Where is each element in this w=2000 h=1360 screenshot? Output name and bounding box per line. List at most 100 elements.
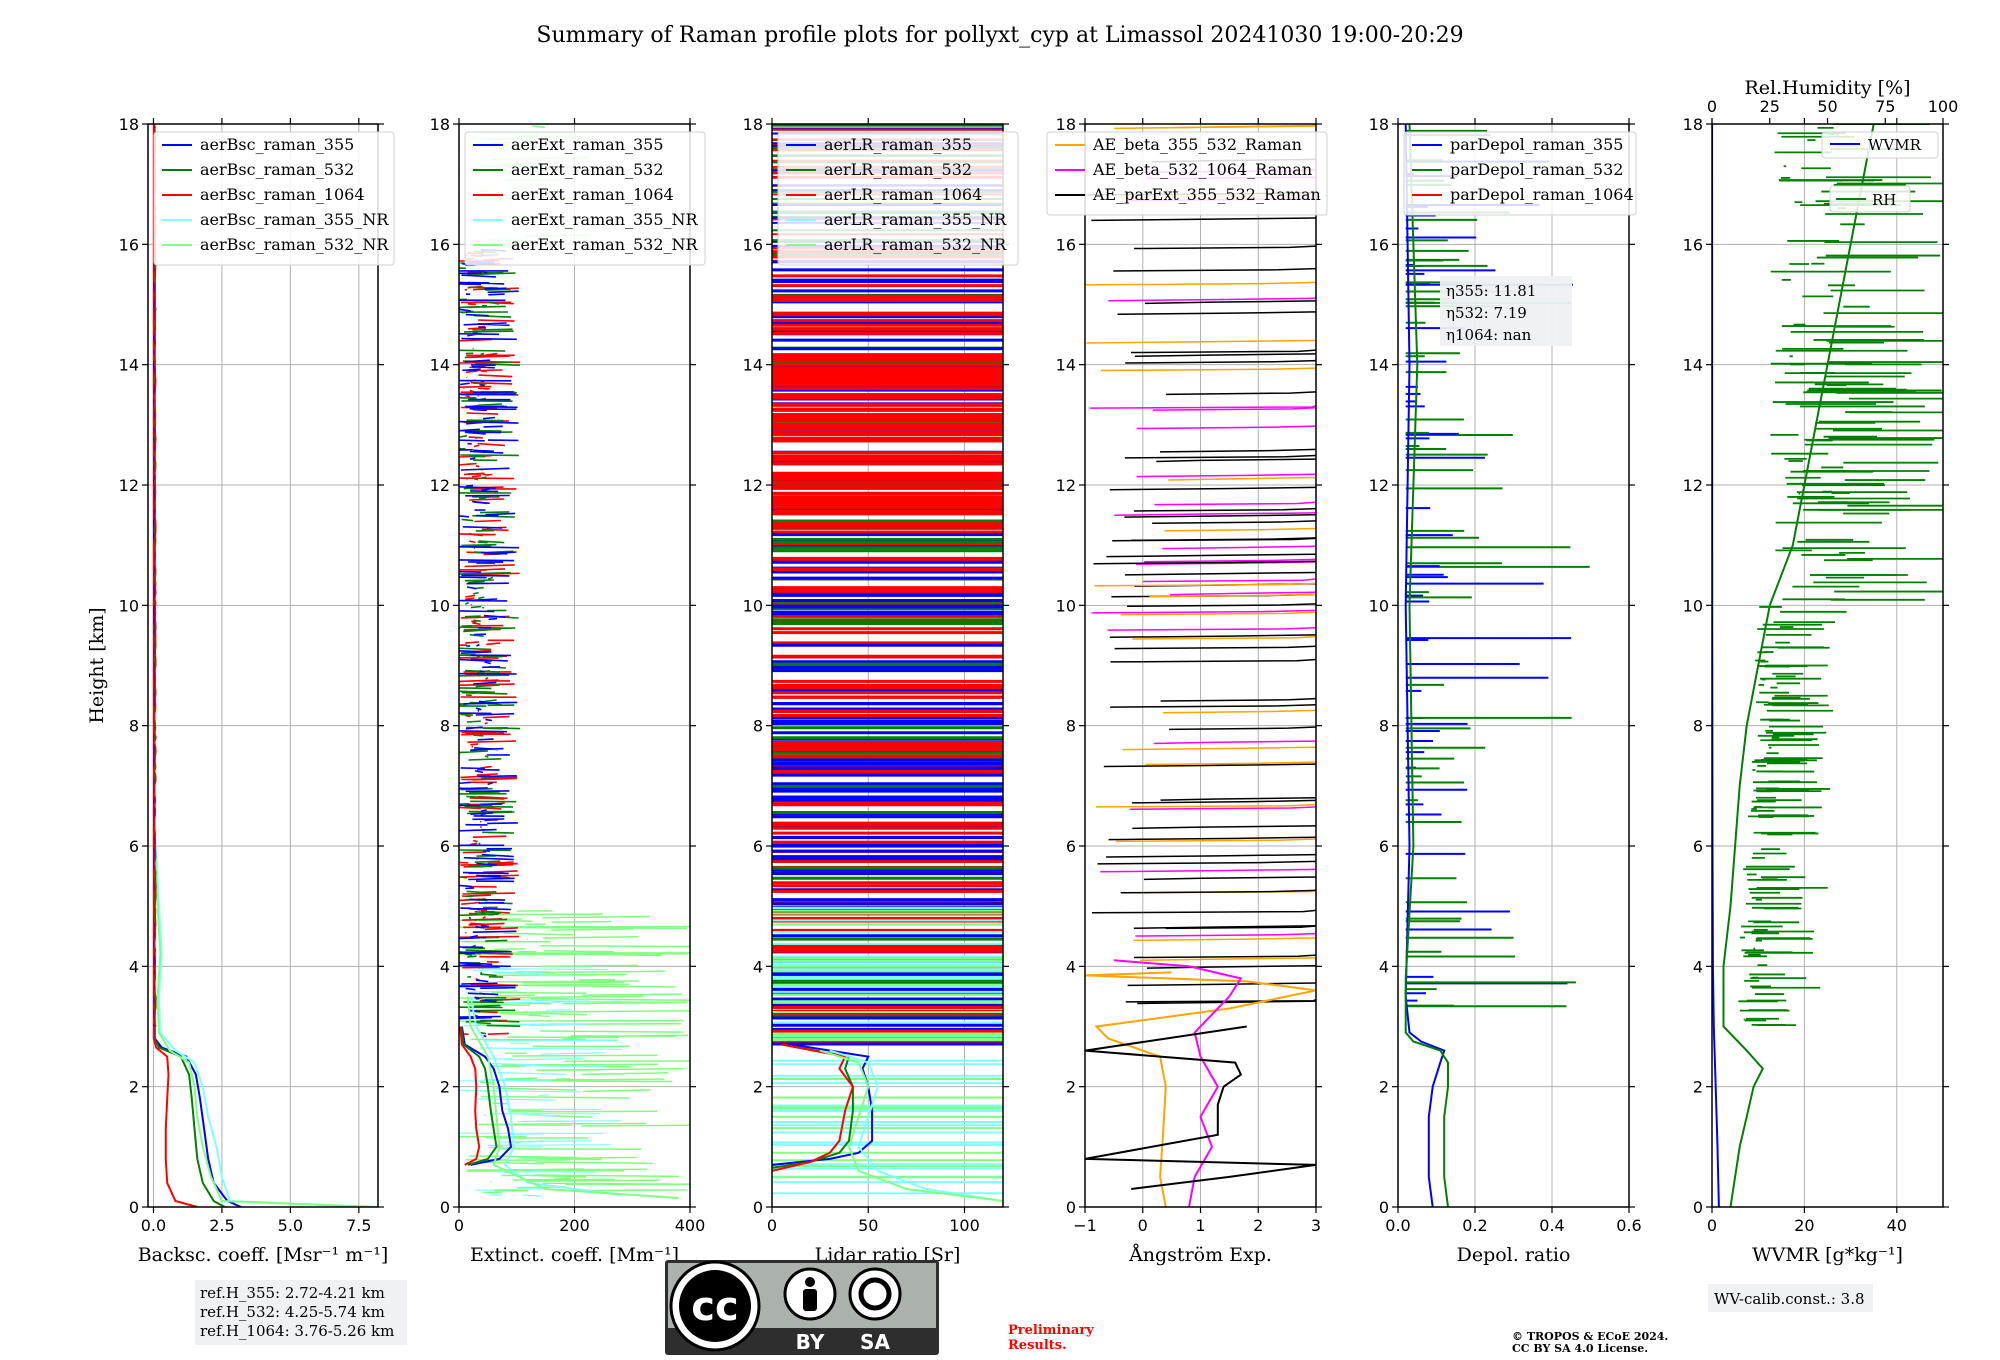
ae-line [1168,476,1316,481]
y-tick-label: 10 [1683,596,1703,615]
y-tick-label: 14 [119,356,139,375]
x-tick-label: 0 [1138,1216,1148,1235]
ae-line [1140,957,1316,962]
ae-line [1160,797,1316,801]
legend-label: parDepol_raman_1064 [1450,185,1634,204]
ae-line [1160,697,1316,702]
legend-label: aerBsc_raman_1064 [200,185,365,204]
ae-line [1133,937,1316,942]
ae-line [1091,909,1316,914]
copyright-line-1: © TROPOS & ECoE 2024. [1512,1330,1668,1343]
ae-line [1097,860,1316,865]
series-parDepol_raman_532 [1404,124,1449,1207]
legend-label: parDepol_raman_532 [1450,160,1623,179]
y-tick-label: 8 [1693,717,1703,736]
ae-line [1114,645,1316,650]
legend-label: aerBsc_raman_532_NR [200,235,389,254]
series-aerLR_raman_532_NR [819,1049,1003,1202]
panel-depol: 0.0 0.2 0.4 0.6 0 2 4 6 8 10 12 14 16 18 Depol. ratio p… [1369,115,1642,1266]
cc-inner-icon [679,1270,751,1342]
legend-label: aerExt_raman_355_NR [511,210,699,229]
ae-line [1132,799,1316,804]
legend-bsc: aerBsc_raman_355 aerBsc_raman_532 aerBsc_r… [153,131,395,266]
panel-ext: 0 200 400 0 2 4 6 8 10 12 14 16 18 Extinct. coeff. [M… [430,115,706,1266]
x-tick-label: 100 [949,1216,980,1235]
copyright-line-2: CC BY SA 4.0 License. [1512,1342,1648,1355]
series-aerBsc_raman_1064 [152,124,198,1207]
eta-box [1440,276,1572,346]
ae-line [1134,353,1316,358]
noise-path-c532NR [459,910,690,1194]
ae-line [1156,458,1316,463]
series-parDepol_raman_355 [1404,124,1446,1207]
axes-frame [147,123,379,1208]
y-tick-label: 2 [1066,1078,1076,1097]
legend-ae: AE_beta_355_532_Raman AE_beta_532_1064_Ra… [1046,131,1328,216]
x-axis-label: WVMR [g*kg⁻¹] [1752,1244,1903,1266]
y-tick-label: 10 [1369,596,1389,615]
y-tick-label: 18 [1369,115,1389,134]
ae-line [1108,297,1316,302]
ae-line [1110,703,1316,708]
legend-label: aerExt_raman_1064 [511,185,674,204]
ref-h-355: ref.H_355: 2.72-4.21 km [200,1284,385,1302]
x-axis-label: Backsc. coeff. [Msr⁻¹ m⁻¹] [138,1244,389,1266]
y-tick-label: 8 [1379,717,1389,736]
series-aerBsc_raman_532 [152,124,226,1207]
preliminary-line-1: Preliminary [1008,1323,1094,1338]
y-tick-label: 6 [1693,837,1703,856]
y-tick-label: 0 [753,1198,763,1217]
x-tick-label: 2.5 [209,1216,234,1235]
y-tick-label: 18 [743,115,763,134]
series-aerExt_raman_355 [460,1026,513,1166]
series-aerExt_raman_1064 [459,1026,481,1166]
x-tick-label: 3 [1311,1216,1321,1235]
y-tick-label: 2 [129,1078,139,1097]
x-axis-label: Depol. ratio [1457,1244,1571,1266]
y-tick-label: 14 [1369,356,1389,375]
preliminary-line-2: Results. [1008,1338,1067,1353]
ae-line [1124,514,1316,518]
ae-line [1133,507,1316,512]
ae-line [1108,836,1316,841]
ae-line [1085,281,1316,286]
ae-line [1091,217,1316,222]
series-AE_parExt_355_532_Raman [1085,1025,1316,1190]
series-upper-aerBsc_raman_532 [153,126,157,1027]
x-tick-label: 0.2 [1462,1216,1487,1235]
figure-title: Summary of Raman profile plots for polly… [536,23,1463,48]
ae-line [1161,124,1316,129]
ae-line [1124,454,1316,459]
ae-line [1137,1000,1316,1005]
ae-line [1136,473,1316,478]
legend-label: aerLR_raman_355_NR [824,210,1007,229]
x2-tick-label: 25 [1760,97,1780,116]
ae-line [1120,889,1316,894]
x-tick-label: 0.6 [1616,1216,1641,1235]
x-tick-label: −1 [1073,1216,1097,1235]
axes-frame [771,123,1004,1208]
y-tick-label: 16 [1369,235,1389,254]
y-tick-label: 2 [753,1078,763,1097]
y-tick-label: 4 [1066,957,1076,976]
legend-label: aerBsc_raman_355 [200,135,354,154]
ae-line [1122,746,1316,751]
ae-line [1125,571,1316,576]
ae-line [1109,634,1316,639]
y-tick-label: 8 [129,717,139,736]
ae-line [1127,982,1316,987]
x-tick-label: 1 [1195,1216,1205,1235]
ref-h-1064: ref.H_1064: 3.76-5.26 km [200,1322,394,1340]
y-tick-label: 0 [1693,1198,1703,1217]
ae-line [1096,803,1316,808]
y-tick-label: 14 [743,356,763,375]
y-tick-label: 16 [1056,235,1076,254]
y-tick-label: 10 [430,596,450,615]
ae-line [1135,932,1316,937]
by-person-head [805,1277,815,1287]
plot-area-wv [1712,124,1943,1207]
noise-c532 [459,250,521,1035]
ae-line [1132,825,1316,830]
depol-noise [1405,129,1590,1008]
